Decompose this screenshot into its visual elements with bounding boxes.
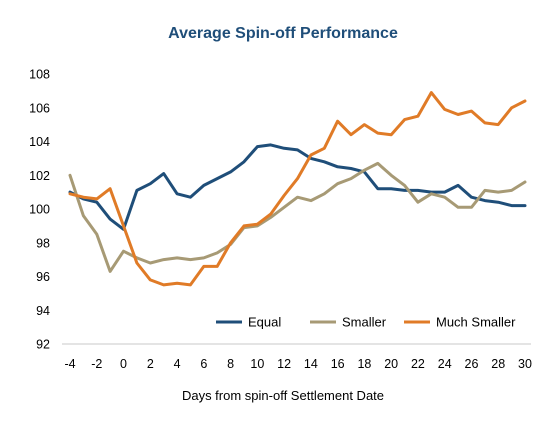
y-tick-label: 92 bbox=[36, 338, 50, 352]
x-tick-label: 4 bbox=[174, 357, 181, 371]
x-tick-label: 14 bbox=[304, 357, 318, 371]
x-tick-labels: -4 -2 0 2 4 6 8 10 12 14 16 18 20 22 24 26 28 30 bbox=[64, 357, 532, 371]
x-tick-label: -2 bbox=[91, 357, 102, 371]
x-tick-label: 6 bbox=[200, 357, 207, 371]
series-lines bbox=[68, 91, 527, 287]
x-tick-label: 12 bbox=[277, 357, 291, 371]
series-line-equal bbox=[68, 143, 527, 231]
x-tick-label: 26 bbox=[465, 357, 479, 371]
y-tick-label: 106 bbox=[29, 101, 50, 115]
y-tick-labels: 92 94 96 98 100 102 104 106 108 bbox=[29, 68, 50, 352]
x-tick-label: -4 bbox=[64, 357, 75, 371]
x-tick-label: 0 bbox=[120, 357, 127, 371]
legend-label: Smaller bbox=[342, 315, 387, 330]
x-tick-label: 16 bbox=[331, 357, 345, 371]
x-tick-label: 18 bbox=[357, 357, 371, 371]
x-tick-label: 8 bbox=[227, 357, 234, 371]
chart-title: Average Spin-off Performance bbox=[168, 25, 398, 42]
x-tick-label: 2 bbox=[147, 357, 154, 371]
legend: Equal Smaller Much Smaller bbox=[216, 315, 516, 330]
y-tick-label: 98 bbox=[36, 236, 50, 250]
y-tick-label: 96 bbox=[36, 270, 50, 284]
x-axis-label: Days from spin-off Settlement Date bbox=[182, 388, 384, 403]
x-tick-label: 28 bbox=[491, 357, 505, 371]
series-line-smaller bbox=[68, 161, 527, 273]
y-tick-label: 102 bbox=[29, 169, 50, 183]
x-tick-label: 24 bbox=[438, 357, 452, 371]
y-tick-label: 94 bbox=[36, 304, 50, 318]
y-tick-label: 104 bbox=[29, 135, 50, 149]
series-line-much-smaller bbox=[68, 91, 527, 287]
x-tick-label: 22 bbox=[411, 357, 425, 371]
x-tick-label: 20 bbox=[384, 357, 398, 371]
x-tick-label: 10 bbox=[250, 357, 264, 371]
legend-label: Equal bbox=[248, 315, 281, 330]
legend-label: Much Smaller bbox=[436, 315, 516, 330]
y-tick-label: 108 bbox=[29, 68, 50, 82]
y-tick-label: 100 bbox=[29, 203, 50, 217]
x-tick-label: 30 bbox=[518, 357, 532, 371]
